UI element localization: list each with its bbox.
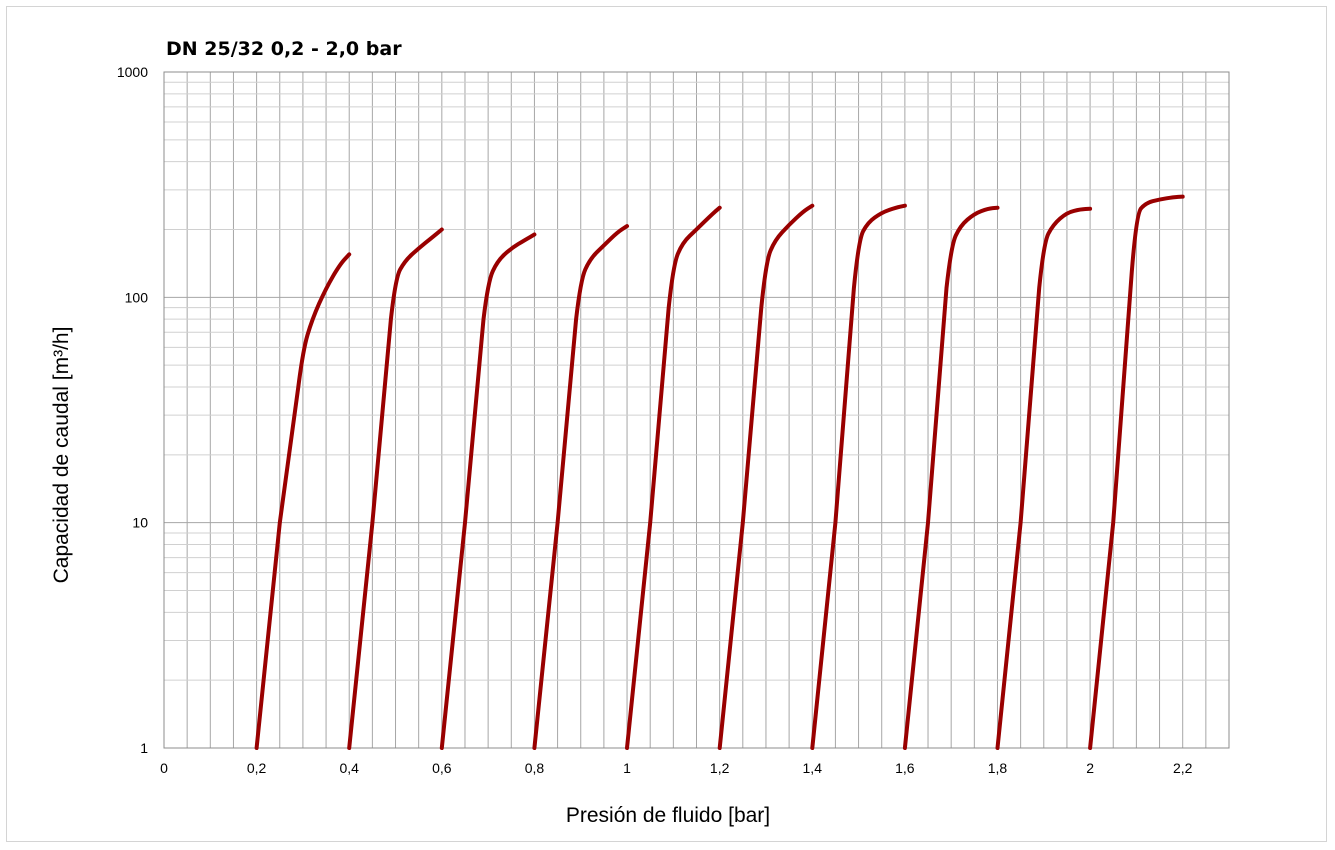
grid (163, 71, 1230, 749)
curve-6 (717, 203, 815, 750)
y-tick-label: 100 (125, 289, 149, 305)
x-tick-label: 1,4 (803, 760, 823, 776)
curve-1 (254, 252, 352, 750)
x-tick-label: 1,8 (988, 760, 1008, 776)
plot-area (163, 71, 1230, 749)
y-tick-label: 1 (140, 740, 148, 756)
curve-3 (439, 232, 537, 750)
y-axis-label: Capacidad de caudal [m³/h] (50, 327, 73, 584)
x-tick-label: 0,4 (339, 760, 359, 776)
curve-10 (1088, 194, 1185, 750)
curve-8 (902, 205, 1000, 750)
chart-title: DN 25/32 0,2 - 2,0 bar (166, 38, 402, 60)
curves (254, 194, 1185, 750)
x-tick-label: 1 (623, 760, 631, 776)
chart-frame (6, 6, 1327, 842)
x-tick-label: 0 (160, 760, 168, 776)
x-tick-labels: 0 0,2 0,4 0,6 0,8 1 1,2 1,4 1,6 1,8 2 2,2 (160, 760, 1193, 776)
x-tick-label: 2,2 (1173, 760, 1193, 776)
y-tick-label: 1000 (117, 64, 148, 80)
curve-7 (810, 203, 907, 750)
curve-2 (347, 227, 444, 750)
curve-5 (625, 205, 722, 750)
x-tick-label: 0,6 (432, 760, 452, 776)
y-tick-labels: 1 10 100 1000 (117, 64, 148, 756)
x-tick-label: 0,2 (247, 760, 267, 776)
x-axis-label: Presión de fluido [bar] (566, 804, 770, 827)
x-tick-label: 1,2 (710, 760, 730, 776)
x-tick-label: 0,8 (525, 760, 545, 776)
x-tick-label: 2 (1086, 760, 1094, 776)
curve-9 (995, 206, 1093, 750)
y-tick-label: 10 (132, 515, 148, 531)
plot-border (163, 71, 1230, 749)
x-tick-label: 1,6 (895, 760, 915, 776)
curve-4 (532, 224, 629, 750)
